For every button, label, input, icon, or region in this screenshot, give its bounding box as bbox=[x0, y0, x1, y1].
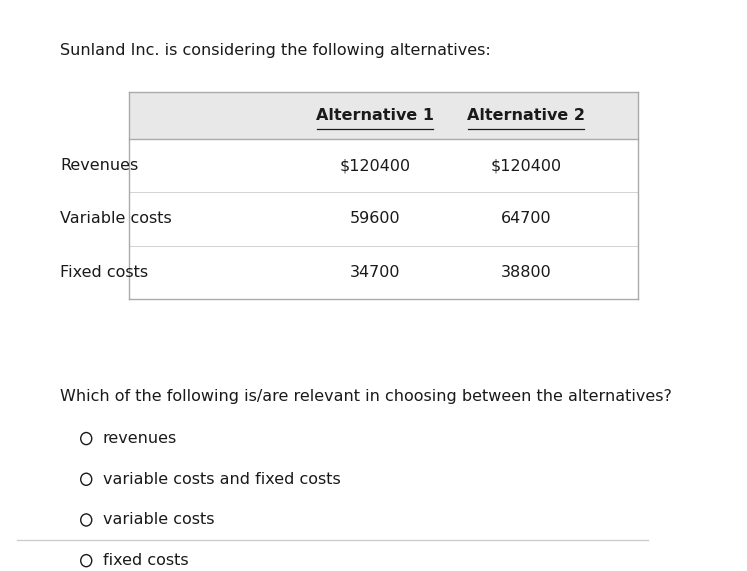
Text: revenues: revenues bbox=[102, 431, 177, 446]
Bar bbox=[129, 92, 638, 139]
Text: Variable costs: Variable costs bbox=[60, 211, 172, 226]
Text: Sunland Inc. is considering the following alternatives:: Sunland Inc. is considering the followin… bbox=[60, 43, 491, 58]
Text: $120400: $120400 bbox=[491, 158, 562, 173]
Text: fixed costs: fixed costs bbox=[102, 553, 188, 568]
Text: 64700: 64700 bbox=[500, 211, 551, 226]
Text: Fixed costs: Fixed costs bbox=[60, 265, 148, 280]
Text: 59600: 59600 bbox=[350, 211, 400, 226]
Text: 38800: 38800 bbox=[500, 265, 551, 280]
Text: Revenues: Revenues bbox=[60, 158, 138, 173]
Text: Alternative 2: Alternative 2 bbox=[467, 108, 585, 123]
Text: variable costs: variable costs bbox=[102, 512, 214, 528]
Text: variable costs and fixed costs: variable costs and fixed costs bbox=[102, 472, 341, 486]
Text: 34700: 34700 bbox=[350, 265, 400, 280]
Text: $120400: $120400 bbox=[340, 158, 411, 173]
Text: Which of the following is/are relevant in choosing between the alternatives?: Which of the following is/are relevant i… bbox=[60, 389, 672, 404]
Text: Alternative 1: Alternative 1 bbox=[316, 108, 434, 123]
